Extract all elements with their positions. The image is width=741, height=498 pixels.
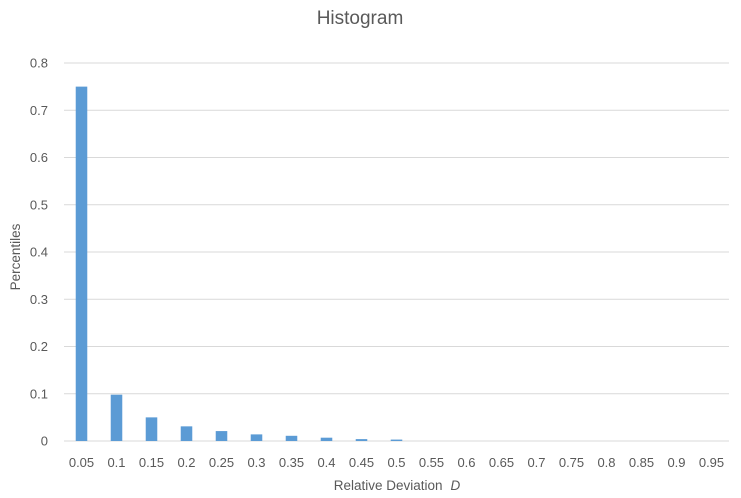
y-tick-label: 0.2 (30, 339, 48, 354)
bar-0.45 (355, 439, 368, 441)
chart-title: Histogram (317, 8, 404, 29)
y-tick-label: 0.6 (30, 150, 48, 165)
bar-0.05 (75, 86, 88, 441)
x-tick-label: 0.75 (559, 455, 584, 470)
x-tick-label: 0.2 (177, 455, 195, 470)
x-axis-label-variable: D (451, 478, 461, 493)
x-tick-label: 0.6 (457, 455, 475, 470)
x-tick-label: 0.25 (209, 455, 234, 470)
y-tick-label: 0.3 (30, 292, 48, 307)
x-tick-label: 0.7 (527, 455, 545, 470)
bar-0.1 (110, 394, 123, 441)
y-tick-label: 0.7 (30, 103, 48, 118)
bar-0.4 (320, 437, 333, 441)
x-tick-label: 0.45 (349, 455, 374, 470)
y-axis-label: Percentiles (8, 223, 23, 290)
x-tick-label: 0.95 (699, 455, 724, 470)
bar-0.3 (250, 434, 263, 441)
y-tick-label: 0.5 (30, 197, 48, 212)
x-tick-label: 0.4 (317, 455, 335, 470)
x-tick-label: 0.15 (139, 455, 164, 470)
x-tick-label: 0.05 (69, 455, 94, 470)
y-tick-label: 0.4 (30, 245, 48, 260)
bar-0.35 (285, 435, 298, 441)
x-tick-label: 0.85 (629, 455, 654, 470)
bars (75, 86, 403, 441)
x-tick-label: 0.65 (489, 455, 514, 470)
x-axis-label-text: Relative Deviation (334, 478, 443, 493)
y-tick-label: 0 (41, 434, 48, 449)
x-tick-label: 0.5 (387, 455, 405, 470)
x-axis-ticks: 0.05 0.1 0.15 0.2 0.25 0.3 0.35 0.4 0.45 0.5 0.55 0… (69, 455, 724, 470)
gridlines (64, 62, 729, 442)
x-tick-label: 0.55 (419, 455, 444, 470)
bar-0.5 (390, 439, 403, 441)
x-tick-label: 0.1 (107, 455, 125, 470)
bar-0.15 (145, 417, 158, 441)
x-tick-label: 0.8 (597, 455, 615, 470)
x-tick-label: 0.9 (667, 455, 685, 470)
x-tick-label: 0.35 (279, 455, 304, 470)
y-axis-ticks: 0 0.1 0.2 0.3 0.4 0.5 0.6 0.7 0.8 (30, 56, 48, 449)
y-tick-label: 0.1 (30, 386, 48, 401)
x-axis-label: Relative Deviation D (334, 478, 461, 493)
y-tick-label: 0.8 (30, 56, 48, 71)
x-tick-label: 0.3 (247, 455, 265, 470)
bar-0.2 (180, 426, 193, 441)
bar-0.25 (215, 431, 228, 441)
